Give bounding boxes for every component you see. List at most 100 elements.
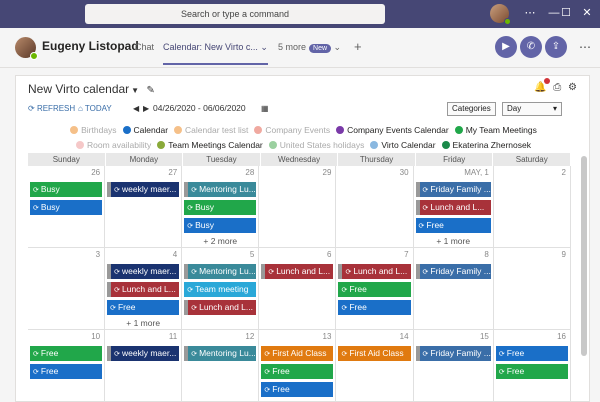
- more-events-link[interactable]: + 1 more: [436, 236, 471, 246]
- day-cell[interactable]: 7 ⟳ Lunch and L... ⟳ Free ⟳ Free: [336, 248, 414, 329]
- calendar-event[interactable]: ⟳ Mentoring Lu...: [184, 346, 257, 361]
- legend-item[interactable]: Company Events Calendar: [336, 123, 449, 138]
- day-cell[interactable]: 4 ⟳ weekly maer... ⟳ Lunch and L... ⟳ Free + 1 …: [105, 248, 183, 329]
- tab-calendar[interactable]: Calendar: New Virto c... ⌄: [163, 42, 268, 65]
- calendar-event[interactable]: ⟳ Friday Family ...: [415, 182, 491, 197]
- search-input[interactable]: Search or type a command: [85, 4, 385, 24]
- day-cell[interactable]: 27 ⟳ weekly maer...: [105, 166, 183, 247]
- calendar-event[interactable]: ⟳ First Aid Class: [338, 346, 411, 361]
- legend-item[interactable]: Calendar: [122, 123, 169, 138]
- calendar-event[interactable]: ⟳ Free: [415, 218, 491, 233]
- legend-item[interactable]: Ekaterina Zhernosek: [441, 138, 531, 153]
- day-cell[interactable]: 29: [259, 166, 337, 247]
- day-cell[interactable]: 12 ⟳ Mentoring Lu...: [182, 330, 260, 402]
- calendar-event[interactable]: ⟳ Busy: [184, 200, 257, 215]
- more-events-link[interactable]: + 2 more: [203, 236, 238, 246]
- avatar[interactable]: [490, 4, 511, 25]
- today-button[interactable]: ⌂ TODAY: [78, 104, 112, 113]
- next-arrow-icon[interactable]: ▶: [143, 104, 150, 113]
- scrollbar[interactable]: [581, 156, 587, 356]
- user-avatar[interactable]: [15, 37, 38, 60]
- calendar-event[interactable]: ⟳ Mentoring Lu...: [184, 182, 257, 197]
- calendar-event[interactable]: ⟳ Team meeting: [184, 282, 257, 297]
- day-cell[interactable]: 14 ⟳ First Aid Class: [336, 330, 414, 402]
- tab-more[interactable]: 5 more New ⌄: [278, 42, 342, 53]
- view-select[interactable]: Day ▾: [502, 102, 562, 116]
- close-button[interactable]: ✕: [582, 7, 592, 19]
- legend-item[interactable]: My Team Meetings: [454, 123, 537, 138]
- legend-item[interactable]: Company Events: [254, 123, 330, 138]
- legend-item[interactable]: Calendar test list: [174, 123, 248, 138]
- video-call-icon[interactable]: ▶: [495, 36, 517, 58]
- day-cell[interactable]: 5 ⟳ Mentoring Lu... ⟳ Team meeting ⟳ Lunch and…: [182, 248, 260, 329]
- calendar-event[interactable]: ⟳ Free: [30, 346, 103, 361]
- refresh-button[interactable]: ⟳ REFRESH: [28, 104, 76, 113]
- legend-label: Calendar: [133, 125, 169, 135]
- legend-item[interactable]: Room availability: [76, 138, 151, 153]
- calendar-event[interactable]: ⟳ weekly maer...: [107, 346, 180, 361]
- calendar-event[interactable]: ⟳ Lunch and L...: [107, 282, 180, 297]
- calendar-event[interactable]: ⟳ Free: [261, 382, 334, 397]
- categories-button[interactable]: Categories: [447, 102, 496, 116]
- day-cell[interactable]: 2: [494, 166, 571, 247]
- day-cell[interactable]: 3: [28, 248, 106, 329]
- calendar-event[interactable]: ⟳ Friday Family ...: [415, 346, 491, 361]
- chevron-down-icon[interactable]: ▼: [131, 86, 140, 95]
- calendar-event[interactable]: ⟳ Free: [30, 364, 103, 379]
- calendar-event[interactable]: ⟳ Lunch and L...: [261, 264, 334, 279]
- calendar-event[interactable]: ⟳ Lunch and L...: [184, 300, 257, 315]
- print-icon[interactable]: ⎙: [553, 82, 562, 93]
- day-cell[interactable]: 16 ⟳ Free ⟳ Free: [494, 330, 571, 402]
- audio-call-icon[interactable]: ✆: [520, 36, 542, 58]
- weekday-label: Friday: [416, 153, 494, 166]
- prev-arrow-icon[interactable]: ◀: [133, 104, 140, 113]
- calendar-event[interactable]: ⟳ Busy: [30, 182, 103, 197]
- add-tab-button[interactable]: +: [354, 39, 362, 54]
- gear-icon[interactable]: ⚙: [568, 82, 577, 93]
- day-cell[interactable]: 15 ⟳ Friday Family ...: [414, 330, 494, 402]
- day-cell[interactable]: MAY, 1 ⟳ Friday Family ... ⟳ Lunch and L... ⟳…: [414, 166, 494, 247]
- calendar-picker-icon[interactable]: ▦: [261, 104, 269, 113]
- calendar-event[interactable]: ⟳ weekly maer...: [107, 264, 180, 279]
- day-cell[interactable]: 30: [336, 166, 414, 247]
- day-cell[interactable]: 6 ⟳ Lunch and L...: [259, 248, 337, 329]
- calendar-title[interactable]: New Virto calendar ▼ ✎: [28, 82, 155, 96]
- calendar-event[interactable]: ⟳ First Aid Class: [261, 346, 334, 361]
- calendar-event[interactable]: ⟳ Busy: [184, 218, 257, 233]
- calendar-event[interactable]: ⟳ Free: [338, 300, 411, 315]
- tab-chat[interactable]: Chat: [135, 42, 155, 52]
- calendar-event[interactable]: ⟳ Free: [495, 364, 568, 379]
- calendar-event[interactable]: ⟳ Lunch and L...: [338, 264, 411, 279]
- maximize-button[interactable]: ☐: [561, 7, 571, 19]
- day-cell[interactable]: 28 ⟳ Mentoring Lu... ⟳ Busy ⟳ Busy + 2 more: [182, 166, 260, 247]
- calendar-event[interactable]: ⟳ Busy: [30, 200, 103, 215]
- legend-item[interactable]: Virto Calendar: [370, 138, 436, 153]
- edit-icon[interactable]: ✎: [146, 85, 155, 96]
- legend-item[interactable]: United States holidays: [268, 138, 364, 153]
- calendar-event[interactable]: ⟳ Lunch and L...: [415, 200, 491, 215]
- day-cell[interactable]: 8 ⟳ Friday Family ...: [414, 248, 494, 329]
- more-icon[interactable]: ⋯: [579, 40, 591, 54]
- calendar-event[interactable]: ⟳ Mentoring Lu...: [184, 264, 257, 279]
- minimize-button[interactable]: —: [548, 7, 560, 19]
- calendar-event[interactable]: ⟳ Free: [338, 282, 411, 297]
- legend-item[interactable]: Team Meetings Calendar: [157, 138, 263, 153]
- event-title: Free: [40, 366, 59, 376]
- calendar-event[interactable]: ⟳ Free: [261, 364, 334, 379]
- calendar-event[interactable]: ⟳ weekly maer...: [107, 182, 180, 197]
- day-cell[interactable]: 26 ⟳ Busy ⟳ Busy: [28, 166, 106, 247]
- week-row: 26 ⟳ Busy ⟳ Busy 27 ⟳ weekly maer... 28 ⟳ Mentorin…: [28, 166, 571, 248]
- day-cell[interactable]: 10 ⟳ Free ⟳ Free: [28, 330, 106, 402]
- day-cell[interactable]: 9: [494, 248, 571, 329]
- calendar-event[interactable]: ⟳ Free: [495, 346, 568, 361]
- screen-share-icon[interactable]: ⇪: [545, 36, 567, 58]
- legend-item[interactable]: Birthdays: [70, 123, 117, 138]
- more-events-link[interactable]: + 1 more: [126, 318, 161, 328]
- notification-icon[interactable]: 🔔: [534, 78, 551, 93]
- calendar-event[interactable]: ⟳ Free: [107, 300, 180, 315]
- day-cell[interactable]: 11 ⟳ weekly maer...: [105, 330, 183, 402]
- more-options-icon[interactable]: ⋯: [524, 7, 536, 19]
- calendar-event[interactable]: ⟳ Friday Family ...: [415, 264, 491, 279]
- event-title: Free: [426, 220, 444, 230]
- day-cell[interactable]: 13 ⟳ First Aid Class ⟳ Free ⟳ Free: [259, 330, 337, 402]
